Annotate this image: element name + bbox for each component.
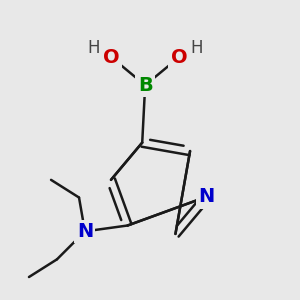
Text: O: O [103, 48, 120, 67]
Text: H: H [190, 39, 203, 57]
Text: H: H [87, 39, 100, 57]
Text: B: B [138, 76, 152, 95]
Text: O: O [171, 48, 187, 67]
Text: N: N [199, 187, 215, 206]
Text: N: N [77, 222, 93, 241]
